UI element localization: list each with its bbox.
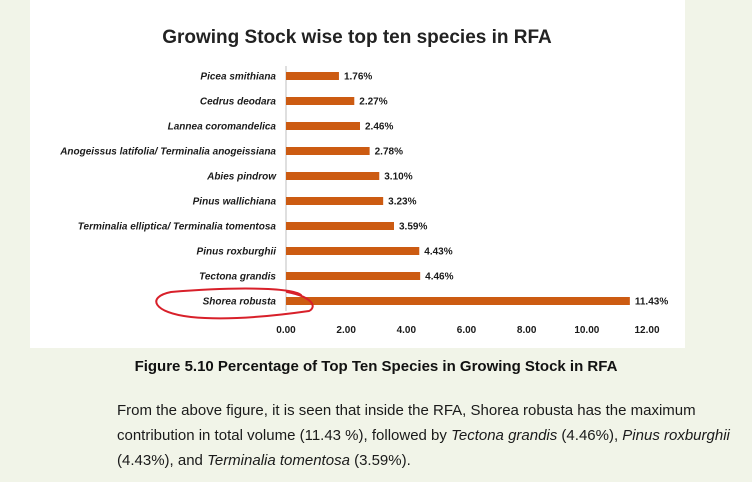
category-label: Terminalia elliptica/ Terminalia tomento…: [78, 222, 277, 233]
body-text-part: (3.59%).: [349, 452, 411, 469]
bar: [286, 272, 421, 280]
bar: [286, 97, 355, 105]
category-label: Pinus wallichiana: [193, 197, 277, 208]
data-label: 3.59%: [399, 222, 427, 233]
species-name: Pinus roxburghii: [622, 427, 730, 444]
x-tick-label: 6.00: [457, 325, 477, 336]
bar: [286, 72, 339, 80]
x-tick-label: 12.00: [634, 325, 659, 336]
category-label: Picea smithiana: [200, 72, 276, 83]
bar: [286, 297, 630, 305]
category-label: Lannea coromandelica: [168, 122, 277, 133]
x-tick-label: 4.00: [397, 325, 417, 336]
category-label: Cedrus deodara: [200, 97, 277, 108]
data-label: 3.10%: [384, 172, 412, 183]
body-text-part: (4.43%), and: [117, 452, 208, 469]
body-paragraph: From the above figure, it is seen that i…: [117, 398, 742, 473]
x-tick-label: 0.00: [276, 325, 296, 336]
category-label: Abies pindrow: [206, 172, 277, 183]
data-label: 1.76%: [344, 72, 372, 83]
data-label: 2.78%: [375, 147, 403, 158]
bar: [286, 147, 370, 155]
bar: [286, 197, 384, 205]
species-name: Terminalia tomentosa: [207, 452, 350, 469]
figure-caption: Figure 5.10 Percentage of Top Ten Specie…: [134, 358, 618, 375]
x-tick-label: 2.00: [336, 325, 356, 336]
highlight-circle: [155, 287, 314, 320]
body-text-part: From the above figure, it is seen that i…: [117, 402, 696, 444]
x-tick-label: 10.00: [574, 325, 599, 336]
data-label: 2.27%: [359, 97, 387, 108]
chart-panel: Growing Stock wise top ten species in RF…: [30, 0, 685, 348]
bar-chart: Growing Stock wise top ten species in RF…: [59, 27, 668, 336]
bar: [286, 172, 380, 180]
data-label: 11.43%: [635, 297, 668, 308]
bar: [286, 247, 420, 255]
data-label: 4.46%: [425, 272, 453, 283]
category-label: Tectona grandis: [199, 272, 276, 283]
body-text-part: (4.46%),: [557, 427, 623, 444]
data-label: 2.46%: [365, 122, 393, 133]
chart-title: Growing Stock wise top ten species in RF…: [162, 27, 552, 48]
bar: [286, 222, 394, 230]
data-label: 3.23%: [388, 197, 416, 208]
category-label: Anogeissus latifolia/ Terminalia anogeis…: [59, 147, 276, 158]
data-label: 4.43%: [424, 247, 452, 258]
bar: [286, 122, 361, 130]
category-label: Pinus roxburghii: [197, 247, 277, 258]
x-tick-label: 8.00: [517, 325, 537, 336]
category-label: Shorea robusta: [203, 297, 277, 308]
species-name: Tectona grandis: [451, 427, 558, 444]
